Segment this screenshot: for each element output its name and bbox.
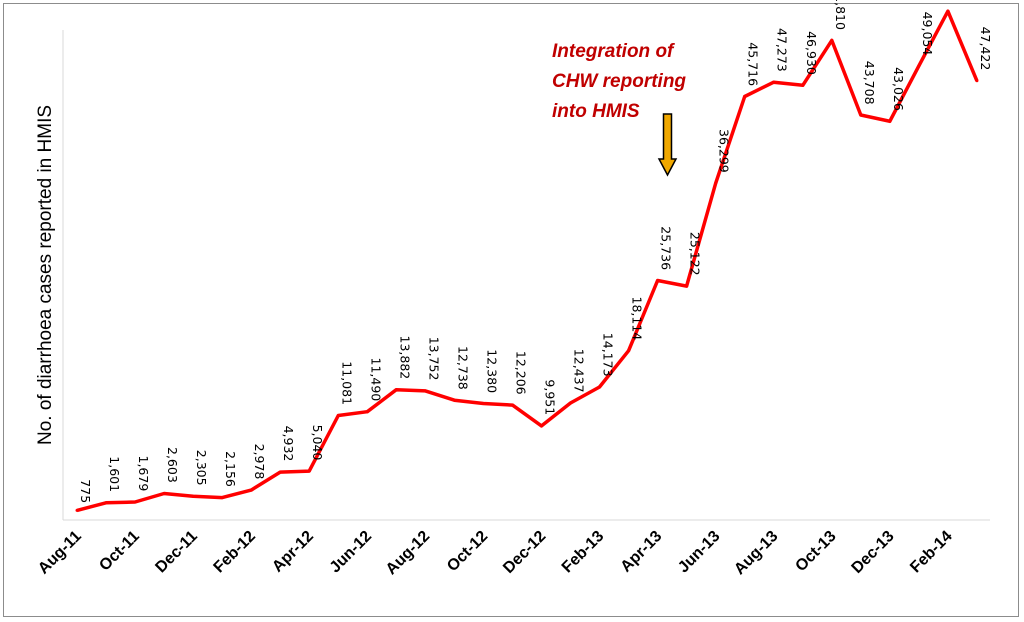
data-label: 2,978 [252, 444, 267, 480]
data-point [888, 119, 892, 123]
axes [62, 30, 990, 521]
x-tick-label: Oct-13 [792, 528, 839, 575]
data-label: 51,810 [833, 0, 848, 30]
data-point [307, 469, 311, 473]
x-tick-label: Oct-11 [96, 528, 143, 575]
data-label: 14,173 [601, 333, 616, 377]
data-label: 25,736 [659, 226, 674, 270]
data-label: 4,932 [281, 426, 296, 462]
x-tick-label: Aug-13 [731, 528, 781, 578]
annotation-text-line: into HMIS [552, 101, 640, 122]
data-point [627, 349, 631, 353]
data-point [452, 398, 456, 402]
data-label: 18,114 [630, 297, 645, 341]
data-point [917, 64, 921, 68]
x-tick-label: Jun-13 [675, 528, 724, 577]
x-tick-label: Aug-11 [35, 528, 85, 578]
x-tick-labels-group: Aug-11 Oct-11 Dec-11 Feb-12 Apr-12 Jun-12 Aug-… [35, 528, 956, 578]
data-label: 2,305 [194, 450, 209, 486]
data-point [365, 410, 369, 414]
data-point [510, 403, 514, 407]
data-point [191, 494, 195, 498]
data-point [394, 388, 398, 392]
data-label: 12,437 [572, 349, 587, 393]
data-point [220, 496, 224, 500]
data-label: 13,752 [426, 337, 441, 381]
data-label: 36,299 [717, 129, 732, 173]
x-tick-label: Feb-13 [559, 528, 608, 577]
data-point [249, 488, 253, 492]
data-label: 12,206 [514, 351, 529, 395]
data-label: 2,156 [223, 451, 238, 487]
annotation-text-line: CHW reporting [552, 71, 686, 92]
data-point [859, 113, 863, 117]
annotation-arrow [657, 113, 678, 177]
annotation-text-line: Integration of [552, 41, 675, 62]
data-label: 47,273 [775, 28, 790, 72]
data-point [801, 83, 805, 87]
data-point [714, 181, 718, 185]
data-label: 11,490 [368, 358, 383, 402]
y-axis-label: No. of diarrhoea cases reported in HMIS [35, 105, 56, 445]
data-point [539, 424, 543, 428]
data-label: 43,708 [862, 61, 877, 105]
x-tick-label: Jun-12 [327, 528, 376, 577]
data-label: 25,122 [688, 232, 703, 276]
data-point [830, 38, 834, 42]
x-tick-label: Apr-12 [269, 528, 317, 576]
x-tick-label: Feb-12 [211, 528, 260, 577]
data-point [75, 508, 79, 512]
data-label: 11,081 [339, 361, 354, 405]
data-point [975, 79, 979, 83]
data-point [598, 385, 602, 389]
data-point [423, 389, 427, 393]
x-tick-label: Dec-11 [152, 528, 201, 577]
data-label: 47,422 [978, 27, 993, 71]
x-tick-label: Aug-12 [383, 528, 433, 578]
data-label: 54,975 [949, 0, 964, 1]
data-label: 12,380 [484, 349, 499, 393]
data-point [685, 284, 689, 288]
data-point [104, 501, 108, 505]
data-label: 775 [78, 479, 93, 503]
x-tick-label: Oct-12 [444, 528, 491, 575]
data-label: 12,738 [455, 346, 470, 390]
data-label: 5,040 [310, 425, 325, 461]
data-point [278, 470, 282, 474]
y-axis-label-group: No. of diarrhoea cases reported in HMIS [35, 105, 56, 445]
chart-frame [3, 3, 1019, 617]
data-labels-group: 775 1,601 1,679 2,603 2,305 2,156 2,978 4,932 5,… [78, 0, 993, 503]
data-point [656, 278, 660, 282]
data-label: 46,930 [804, 31, 819, 75]
x-tick-label: Dec-13 [848, 528, 897, 577]
annotation-group: Integration of CHW reporting into HMIS [552, 41, 686, 177]
data-label: 9,951 [543, 379, 558, 415]
x-tick-label: Feb-14 [907, 528, 956, 577]
data-label: 2,603 [165, 447, 180, 483]
data-point [743, 94, 747, 98]
data-label: 1,679 [136, 456, 151, 492]
series-line [76, 9, 979, 513]
data-point [336, 413, 340, 417]
data-point [772, 80, 776, 84]
x-tick-label: Dec-12 [500, 528, 549, 577]
data-point [133, 500, 137, 504]
data-label: 1,601 [107, 456, 122, 492]
data-point [946, 9, 950, 13]
data-label: 43,026 [891, 67, 906, 111]
data-point [569, 401, 573, 405]
series-group [75, 9, 979, 513]
data-point [162, 492, 166, 496]
data-point [481, 401, 485, 405]
x-tick-label: Apr-13 [618, 528, 666, 576]
data-label: 13,882 [397, 336, 412, 380]
data-label: 49,054 [920, 12, 935, 56]
data-label: 45,716 [746, 42, 761, 86]
